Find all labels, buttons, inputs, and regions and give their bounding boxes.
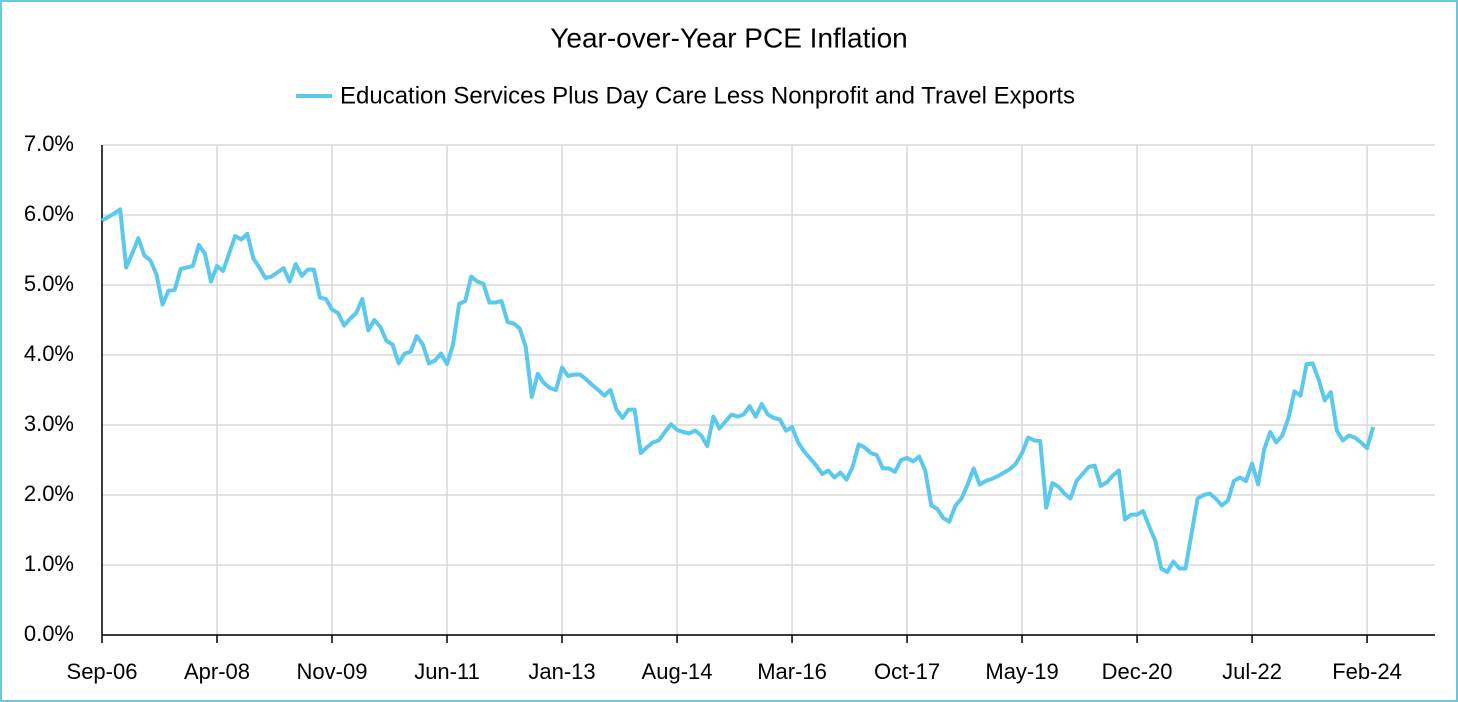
x-tick-label: Feb-24 — [1332, 659, 1402, 684]
y-tick-label: 2.0% — [24, 481, 74, 506]
y-tick-label: 3.0% — [24, 411, 74, 436]
x-tick-label: Jun-11 — [414, 659, 480, 684]
chart-title: Year-over-Year PCE Inflation — [550, 22, 907, 53]
x-tick-label: Mar-16 — [757, 659, 827, 684]
y-tick-label: 7.0% — [24, 131, 74, 156]
x-tick-label: Jan-13 — [528, 659, 595, 684]
x-tick-label: Apr-08 — [184, 659, 250, 684]
y-tick-label: 5.0% — [24, 271, 74, 296]
x-tick-label: Dec-20 — [1102, 659, 1173, 684]
x-tick-label: Jul-22 — [1222, 659, 1282, 684]
data-line — [100, 207, 1376, 574]
y-tick-label: 4.0% — [24, 341, 74, 366]
y-tick-label: 0.0% — [24, 621, 74, 646]
x-tick-label: Aug-14 — [642, 659, 713, 684]
x-tick-label: Nov-09 — [297, 659, 368, 684]
y-tick-label: 6.0% — [24, 201, 74, 226]
legend-label: Education Services Plus Day Care Less No… — [340, 82, 1075, 109]
y-tick-label: 1.0% — [24, 551, 74, 576]
x-tick-label: Sep-06 — [67, 659, 138, 684]
x-tick-label: May-19 — [985, 659, 1058, 684]
x-tick-label: Oct-17 — [874, 659, 940, 684]
